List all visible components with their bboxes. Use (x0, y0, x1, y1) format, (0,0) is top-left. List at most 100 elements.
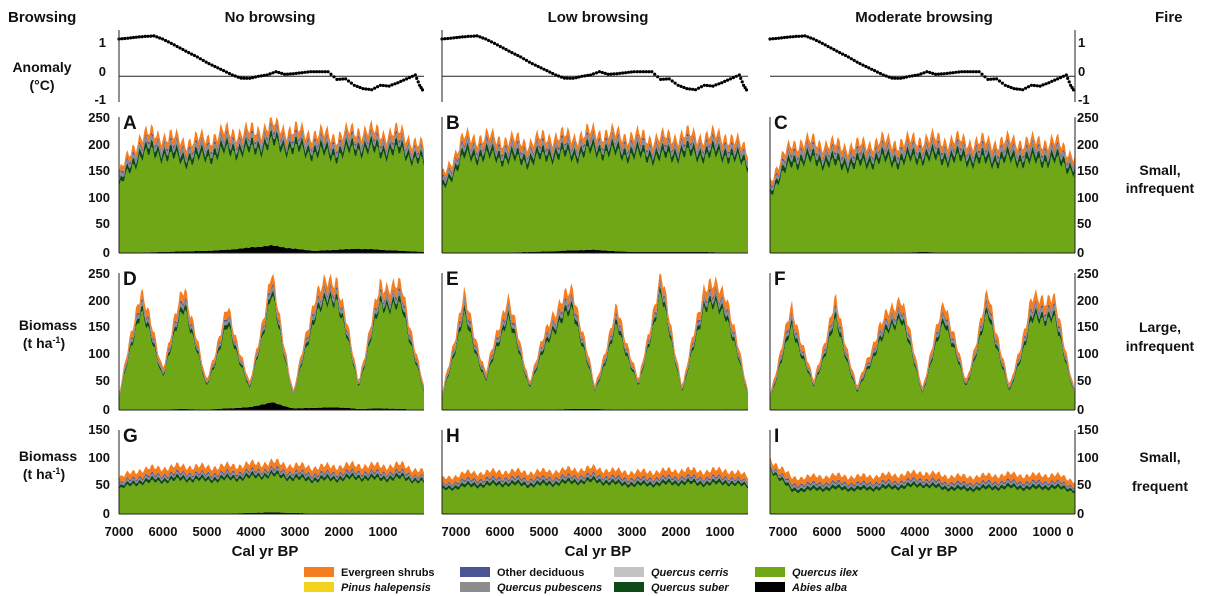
anomaly-point (931, 71, 935, 75)
anomaly-point (530, 62, 534, 66)
anomaly-point (919, 72, 923, 76)
row2-rtick: 0 (1077, 402, 1084, 417)
biomass-label: Biomass (19, 317, 78, 333)
anomaly-point (1064, 73, 1068, 77)
anomaly-point (466, 34, 470, 39)
anomaly-point (1071, 88, 1076, 92)
area-other-deciduous (442, 471, 748, 487)
anomaly-point (123, 36, 127, 41)
area-quercus-ilex (770, 312, 1075, 410)
row2-ytick: 200 (88, 293, 110, 308)
anomaly-point (329, 72, 333, 76)
anomaly-point (519, 55, 523, 59)
anomaly-point (219, 67, 223, 71)
panel-letter: B (446, 113, 460, 134)
anomaly-point (691, 87, 695, 91)
x-tick: 3000 (618, 524, 647, 539)
anomaly-point (346, 79, 351, 83)
anomaly-point (181, 47, 185, 52)
anomaly-point (213, 64, 217, 69)
fire-regime-label: frequent (1132, 478, 1188, 494)
anomaly-point (1047, 81, 1051, 85)
anomaly-point (285, 72, 290, 76)
anomaly-point (945, 71, 949, 75)
anomaly-point (262, 73, 266, 77)
anomaly-point (890, 76, 894, 80)
anomaly-point (201, 58, 205, 63)
x-tick: 4000 (237, 524, 266, 539)
anomaly-point (688, 87, 692, 91)
x-tick: 5000 (193, 524, 222, 539)
anomaly-point (489, 40, 494, 44)
legend-swatch-quercus-cerris (614, 567, 644, 577)
row2-rtick: 50 (1077, 373, 1091, 388)
legend: Evergreen shrubs Pinus halepensis Other … (304, 567, 859, 594)
anomaly-point (835, 49, 839, 53)
row3-ytick: 100 (88, 450, 110, 465)
anomaly-point (974, 70, 978, 74)
anomaly-point (661, 77, 666, 81)
anomaly-point (812, 37, 816, 41)
anomaly-point (559, 75, 564, 79)
panel-letter: G (123, 426, 138, 447)
area-evergreen-shrubs (442, 273, 748, 397)
anomaly-point (248, 76, 252, 80)
legend-swatch-quercus-pubescens (460, 582, 490, 592)
x-axis-title: Cal yr BP (232, 543, 299, 560)
anomaly-point (381, 83, 385, 88)
anomaly-point (785, 35, 790, 39)
x-tick: 5000 (530, 524, 559, 539)
anomaly-point (942, 72, 946, 76)
legend-swatch-pinus-halepensis (304, 582, 334, 592)
anomaly-point (551, 71, 555, 76)
x-tick: 7000 (442, 524, 471, 539)
anomaly-point (195, 55, 199, 59)
area-quercus-ilex (442, 144, 748, 253)
anomaly-point (743, 86, 747, 90)
area-other-deciduous (119, 121, 424, 181)
anomaly-ytick: 0 (99, 64, 106, 79)
column-title-no-browsing: No browsing (225, 9, 316, 26)
anomaly-point (965, 70, 970, 74)
anomaly-point (740, 80, 744, 84)
anomaly-point (184, 49, 188, 53)
row2-ytick: 0 (103, 402, 110, 417)
anomaly-point (323, 70, 327, 74)
anomaly-point (140, 35, 144, 39)
anomaly-point (846, 55, 851, 59)
anomaly-point (904, 75, 909, 79)
anomaly-point (624, 71, 628, 75)
anomaly-point (644, 70, 648, 74)
anomaly-point (332, 75, 336, 79)
legend-label: Quercus ilex (792, 567, 859, 579)
anomaly-point (838, 51, 842, 55)
anomaly-point (495, 43, 499, 47)
anomaly-point (1070, 86, 1074, 90)
anomaly-point (1015, 87, 1019, 91)
anomaly-point (280, 71, 284, 75)
anomaly-point (731, 76, 736, 80)
panel-letter: F (774, 269, 786, 290)
anomaly-point (591, 72, 596, 76)
fire-regime-label: Small, (1139, 449, 1180, 465)
anomaly-point (711, 84, 715, 88)
anomaly-point (957, 70, 961, 74)
column-title-moderate-browsing: Moderate browsing (855, 9, 993, 26)
anomaly-point (734, 74, 738, 78)
legend-label: Quercus cerris (651, 567, 729, 579)
anomaly-point (742, 83, 746, 87)
legend-swatch-evergreen-shrubs (304, 567, 334, 577)
anomaly-point (562, 76, 567, 80)
anomaly-point (478, 35, 482, 39)
row2-ytick: 100 (88, 346, 110, 361)
row3-ytick: 0 (103, 506, 110, 521)
legend-label: Quercus suber (651, 582, 729, 594)
anomaly-point (557, 74, 561, 78)
anomaly-point (861, 63, 865, 67)
anomaly-point (594, 71, 599, 75)
anomaly-rtick: -1 (1078, 92, 1090, 107)
anomaly-point (224, 70, 229, 74)
x-tick: 2000 (325, 524, 354, 539)
anomaly-point (1021, 88, 1025, 92)
